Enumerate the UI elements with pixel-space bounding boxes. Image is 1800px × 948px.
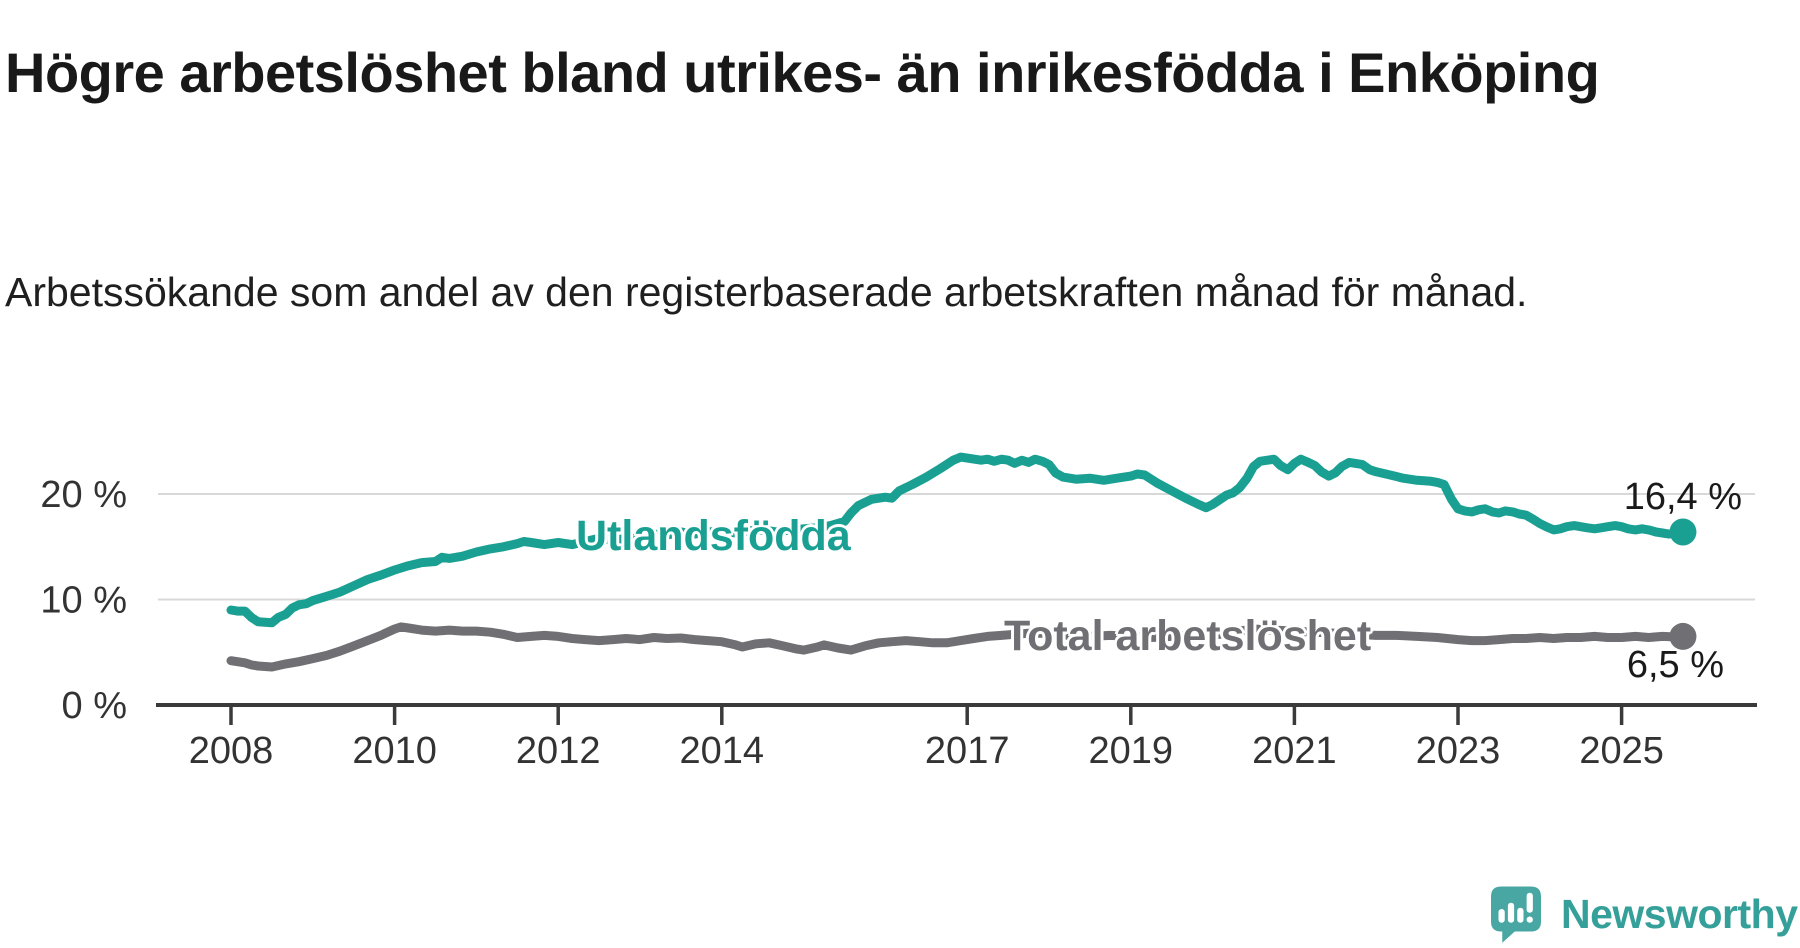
newsworthy-logo-icon xyxy=(1491,886,1541,943)
series-endpoint-dot-gray xyxy=(1669,622,1697,650)
y-tick-label-20: 20 % xyxy=(40,474,127,516)
x-tick-label-2025: 2025 xyxy=(1579,730,1664,772)
end-value-label-total: 6,5 % xyxy=(1626,644,1724,686)
newsworthy-wordmark: Newsworthy xyxy=(1561,890,1798,937)
logo-exclamation-dot xyxy=(1526,916,1533,923)
logo-exclamation-bar xyxy=(1526,892,1533,913)
series-endpoint-dot-teal xyxy=(1669,518,1697,546)
series-line-gray xyxy=(226,622,1688,672)
x-tick-label-2012: 2012 xyxy=(516,730,601,772)
x-tick-label-2010: 2010 xyxy=(352,730,437,772)
logo-bar-2 xyxy=(1507,902,1515,923)
end-value-label-utlandsfodda: 16,4 % xyxy=(1623,476,1742,518)
x-tick-label-2021: 2021 xyxy=(1252,730,1337,772)
x-tick-label-2014: 2014 xyxy=(680,730,765,772)
y-tick-label-0: 0 % xyxy=(62,685,127,727)
series-line-teal xyxy=(226,452,1688,628)
page-title: Högre arbetslöshet bland utrikes- än inr… xyxy=(5,40,1600,104)
series-label-total-arbetsloshet: Total arbetslöshet xyxy=(1004,612,1372,660)
logo-bar-1 xyxy=(1498,909,1505,923)
x-tick-label-2023: 2023 xyxy=(1416,730,1501,772)
x-tick-label-2008: 2008 xyxy=(189,730,274,772)
y-tick-label-10: 10 % xyxy=(40,580,127,622)
series-label-utlandsfodda: Utlandsfödda xyxy=(576,512,851,560)
chart-subtitle: Arbetssökande som andel av den registerb… xyxy=(5,269,1528,315)
x-tick-label-2017: 2017 xyxy=(925,730,1010,772)
newsworthy-brand: Newsworthy xyxy=(1488,882,1798,946)
x-tick-label-2019: 2019 xyxy=(1089,730,1174,772)
logo-bar-3 xyxy=(1517,907,1524,923)
